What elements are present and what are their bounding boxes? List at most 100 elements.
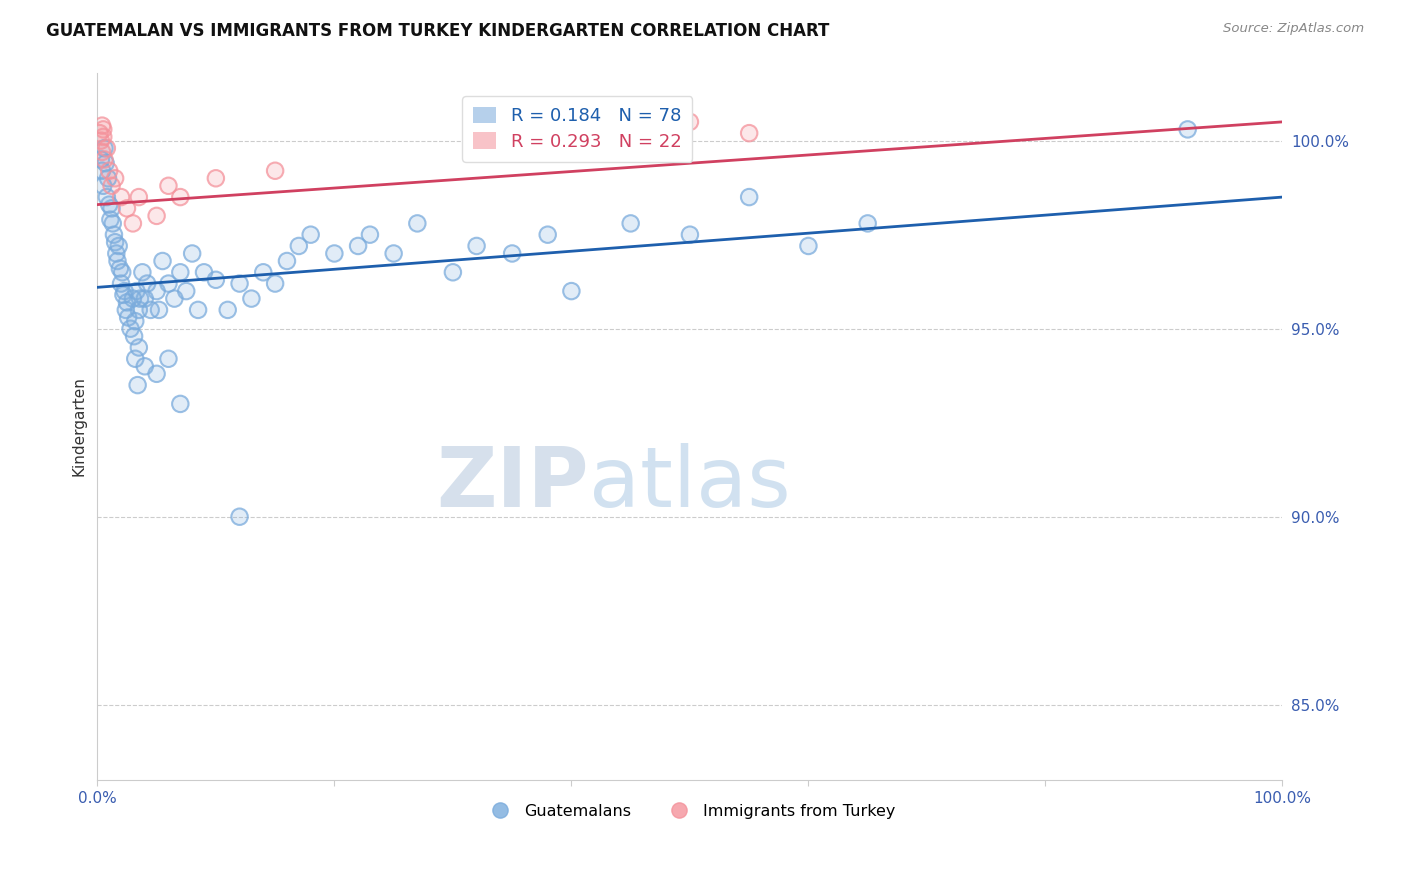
Point bbox=[145, 209, 167, 223]
Point bbox=[1177, 122, 1199, 136]
Point bbox=[100, 202, 122, 216]
Point bbox=[115, 202, 138, 216]
Point bbox=[107, 239, 129, 253]
Point bbox=[111, 265, 134, 279]
Point bbox=[679, 115, 702, 129]
Point bbox=[288, 239, 311, 253]
Point bbox=[136, 277, 159, 291]
Point bbox=[139, 302, 162, 317]
Point bbox=[105, 246, 128, 260]
Point bbox=[100, 202, 122, 216]
Point bbox=[108, 261, 131, 276]
Point bbox=[127, 378, 149, 392]
Text: Source: ZipAtlas.com: Source: ZipAtlas.com bbox=[1223, 22, 1364, 36]
Point bbox=[169, 190, 191, 204]
Point bbox=[115, 295, 138, 310]
Point bbox=[114, 302, 136, 317]
Point bbox=[288, 239, 311, 253]
Point bbox=[148, 302, 170, 317]
Point bbox=[157, 277, 180, 291]
Point bbox=[97, 171, 120, 186]
Point bbox=[93, 141, 115, 155]
Point bbox=[110, 190, 132, 204]
Point bbox=[181, 246, 204, 260]
Point bbox=[193, 265, 215, 279]
Point bbox=[115, 202, 138, 216]
Point bbox=[134, 292, 156, 306]
Point bbox=[91, 122, 114, 136]
Point bbox=[90, 134, 112, 148]
Point bbox=[465, 239, 488, 253]
Point bbox=[738, 126, 761, 140]
Point bbox=[560, 284, 582, 298]
Point bbox=[738, 126, 761, 140]
Point bbox=[174, 284, 197, 298]
Point bbox=[124, 351, 146, 366]
Point bbox=[145, 367, 167, 381]
Point bbox=[124, 314, 146, 328]
Point bbox=[174, 284, 197, 298]
Point bbox=[91, 145, 114, 159]
Point bbox=[501, 246, 523, 260]
Point bbox=[323, 246, 346, 260]
Point bbox=[240, 292, 263, 306]
Point bbox=[94, 156, 117, 170]
Point bbox=[359, 227, 381, 242]
Point bbox=[122, 292, 145, 306]
Point bbox=[117, 310, 139, 325]
Point bbox=[128, 341, 150, 355]
Point bbox=[120, 321, 142, 335]
Point bbox=[157, 351, 180, 366]
Point bbox=[125, 284, 148, 298]
Point bbox=[276, 254, 298, 268]
Point bbox=[110, 190, 132, 204]
Point bbox=[112, 288, 135, 302]
Point bbox=[100, 178, 122, 193]
Point bbox=[181, 246, 204, 260]
Point bbox=[124, 351, 146, 366]
Point bbox=[856, 216, 879, 230]
Point bbox=[252, 265, 274, 279]
Point bbox=[205, 171, 228, 186]
Point bbox=[91, 122, 114, 136]
Point bbox=[264, 163, 287, 178]
Point bbox=[163, 292, 186, 306]
Point bbox=[103, 227, 125, 242]
Point bbox=[94, 156, 117, 170]
Point bbox=[276, 254, 298, 268]
Point bbox=[136, 277, 159, 291]
Point bbox=[131, 265, 153, 279]
Point bbox=[107, 239, 129, 253]
Point bbox=[91, 119, 114, 133]
Point bbox=[139, 302, 162, 317]
Text: GUATEMALAN VS IMMIGRANTS FROM TURKEY KINDERGARTEN CORRELATION CHART: GUATEMALAN VS IMMIGRANTS FROM TURKEY KIN… bbox=[46, 22, 830, 40]
Point bbox=[299, 227, 322, 242]
Point bbox=[169, 265, 191, 279]
Point bbox=[240, 292, 263, 306]
Point bbox=[97, 171, 120, 186]
Point bbox=[152, 254, 174, 268]
Point bbox=[91, 178, 114, 193]
Point bbox=[91, 145, 114, 159]
Point bbox=[101, 216, 124, 230]
Point bbox=[228, 277, 250, 291]
Point bbox=[252, 265, 274, 279]
Point bbox=[163, 292, 186, 306]
Point bbox=[122, 216, 145, 230]
Point bbox=[96, 190, 118, 204]
Point bbox=[193, 265, 215, 279]
Point bbox=[96, 141, 118, 155]
Point bbox=[91, 178, 114, 193]
Point bbox=[347, 239, 370, 253]
Point bbox=[93, 141, 115, 155]
Point bbox=[441, 265, 464, 279]
Point bbox=[145, 209, 167, 223]
Point bbox=[128, 341, 150, 355]
Point bbox=[134, 359, 156, 374]
Point bbox=[157, 277, 180, 291]
Point bbox=[96, 141, 118, 155]
Point bbox=[797, 239, 820, 253]
Point bbox=[134, 292, 156, 306]
Point bbox=[107, 254, 129, 268]
Point bbox=[101, 216, 124, 230]
